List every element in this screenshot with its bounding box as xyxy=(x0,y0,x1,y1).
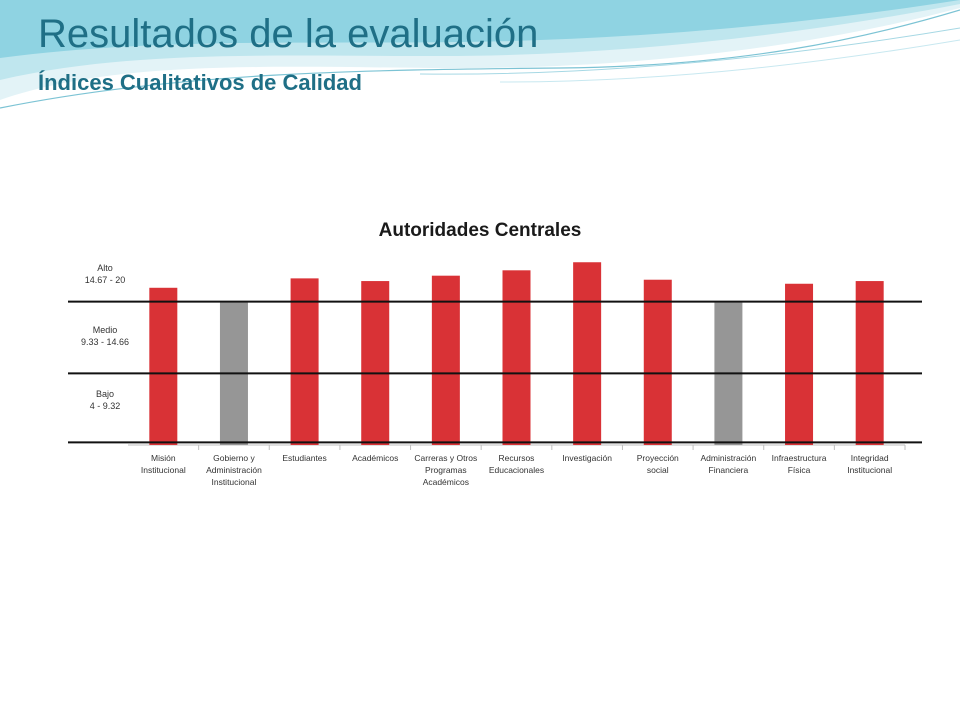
level-name-medio: Medio xyxy=(92,325,118,335)
bar xyxy=(290,278,319,445)
bar xyxy=(785,283,814,445)
x-tick-label: Administración Financiera xyxy=(700,453,757,475)
x-tick-label: Carreras y Otros Programas Académicos xyxy=(414,453,478,487)
x-tick-label: Académicos xyxy=(352,453,399,463)
bar xyxy=(855,281,884,445)
level-label-alto: Alto 14.67 - 20 xyxy=(65,262,145,286)
level-range-bajo: 4 - 9.32 xyxy=(89,401,121,411)
bar xyxy=(149,287,178,445)
x-tick-label: Infraestructura Física xyxy=(771,453,827,475)
x-tick-label: Investigación xyxy=(562,453,612,463)
x-tick-label: Recursos Educacionales xyxy=(488,453,545,475)
slide-subtitle: Índices Cualitativos de Calidad xyxy=(38,70,362,95)
level-range-medio: 9.33 - 14.66 xyxy=(80,337,130,347)
level-label-bajo: Bajo 4 - 9.32 xyxy=(65,388,145,412)
level-name-bajo: Bajo xyxy=(95,389,114,399)
level-name-alto: Alto xyxy=(97,263,113,273)
level-label-medio: Medio 9.33 - 14.66 xyxy=(65,324,145,348)
x-tick-label: Proyección social xyxy=(636,453,679,475)
header-wave-decoration xyxy=(0,0,960,109)
slide-title: Resultados de la evaluación xyxy=(38,12,539,56)
bar xyxy=(573,262,602,445)
bar xyxy=(643,279,672,445)
x-tick-label: Estudiantes xyxy=(282,453,327,463)
x-tick-label: Misión Institucional xyxy=(140,453,186,475)
level-range-alto: 14.67 - 20 xyxy=(84,275,126,285)
chart-title: Autoridades Centrales xyxy=(378,220,582,241)
x-tick-label: Gobierno y Administración Institucional xyxy=(206,453,262,487)
x-tick-label: Integridad Institucional xyxy=(847,453,893,475)
bar xyxy=(502,270,531,445)
bar xyxy=(431,275,460,445)
bar xyxy=(361,281,390,445)
